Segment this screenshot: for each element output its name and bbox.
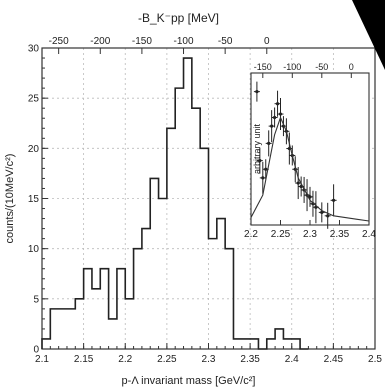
y-tick-label: 10 (28, 244, 40, 255)
main-chart: 2.1 2.15 2.2 2.25 2.3 2.35 2.4 2.45 2.5 0 5 10 15 20 2… (4, 11, 382, 387)
inset-x-tick-label: 2.25 (271, 229, 291, 240)
x-tick-label: 2.15 (74, 354, 94, 365)
x-tick-label: 2.45 (324, 354, 344, 365)
inset-data-point (296, 181, 300, 185)
x-tick-label: 2.5 (368, 354, 382, 365)
inset-data-point (261, 176, 265, 180)
inset-data-point (278, 112, 283, 116)
x-tick-label: 2.4 (285, 354, 299, 365)
inset-data-point (267, 141, 271, 145)
y-tick-label: 30 (28, 44, 40, 55)
inset-data-point (332, 198, 336, 202)
inset-top-tick-label: 0 (349, 62, 354, 72)
top-axis-label: -B_K⁻pp [MeV] (138, 11, 219, 25)
inset-top-tick-label: -100 (283, 62, 301, 72)
top-tick-label: -250 (49, 36, 69, 47)
x-tick-label: 2.3 (202, 354, 216, 365)
y-axis-label: counts/(10MeV/c²) (4, 154, 16, 244)
inset-data-point (275, 102, 280, 106)
inset-x-tick-label: 2.2 (244, 229, 258, 240)
inset-data-point (273, 115, 277, 120)
inset-x-tick-label: 2.4 (362, 229, 376, 240)
y-tick-label: 15 (28, 194, 40, 205)
y-tick-label: 5 (33, 294, 39, 305)
inset-data-point (255, 90, 259, 94)
top-tick-label: -50 (218, 36, 233, 47)
y-tick-label: 0 (33, 345, 39, 356)
x-tick-label: 2.25 (157, 354, 177, 365)
top-tick-label: -200 (90, 36, 110, 47)
inset-fit-curve (250, 115, 370, 222)
top-tick-label: -150 (132, 36, 152, 47)
inset-x-tick-label: 2.3 (303, 229, 317, 240)
inset-top-tick-label: -150 (254, 62, 272, 72)
top-tick-label: 0 (264, 36, 270, 47)
top-tick-label: -100 (174, 36, 194, 47)
inset-data-point (326, 214, 330, 218)
x-axis-label: p-Λ invariant mass [GeV/c²] (122, 375, 256, 387)
y-tick-label: 25 (28, 94, 40, 105)
x-tick-label: 2.1 (35, 354, 49, 365)
inset-chart: 2.2 2.25 2.3 2.35 2.4 -150 -100 -50 0 arbitrary u… (244, 62, 376, 240)
inset-data-point (258, 159, 262, 163)
y-tick-label: 20 (28, 144, 40, 155)
histogram-series (41, 57, 309, 350)
x-tick-label: 2.2 (118, 354, 132, 365)
corner-shadow (352, 0, 385, 70)
inset-x-tick-label: 2.35 (330, 229, 350, 240)
x-tick-label: 2.35 (240, 354, 260, 365)
inset-top-tick-label: -50 (315, 62, 328, 72)
inset-data-point (264, 167, 268, 171)
inset-data-point (270, 124, 274, 128)
inset-y-axis-label: arbitrary unit (252, 123, 262, 174)
